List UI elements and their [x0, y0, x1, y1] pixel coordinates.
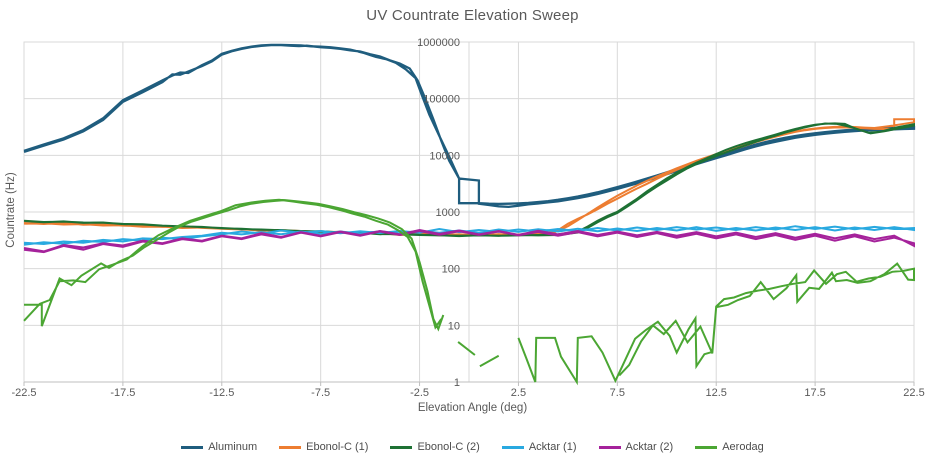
y-axis-title: Countrate (Hz) [5, 172, 17, 248]
y-tick-label: 1 [454, 377, 460, 389]
legend-swatch-aluminum [181, 445, 204, 449]
x-tick-label: -7.5 [311, 387, 330, 399]
series-aerodag-line [23, 198, 915, 386]
legend-item-aerodag: Aerodag [695, 441, 764, 453]
y-tick-label: 100000 [423, 94, 460, 106]
series-aluminum-line [23, 43, 916, 209]
legend-swatch-ebonol-c-1 [279, 445, 302, 449]
chart-title: UV Countrate Elevation Sweep [366, 7, 579, 24]
legend-label-acktar-1: Acktar (1) [528, 441, 577, 453]
x-tick-label: -12.5 [209, 387, 234, 399]
legend-swatch-aerodag [695, 445, 718, 449]
legend-label-aluminum: Aluminum [208, 441, 258, 453]
legend-label-ebonol-c-2: Ebonol-C (2) [417, 441, 480, 453]
plot-area: 1 10 100 1000 10000 100000 1000000 -22.5 -17.5 -1… [11, 37, 924, 399]
legend-label-acktar-2: Acktar (2) [625, 441, 674, 453]
legend-item-acktar-1: Acktar (1) [501, 441, 577, 453]
legend-item-acktar-2: Acktar (2) [598, 441, 674, 453]
x-tick-label: 2.5 [511, 387, 526, 399]
series-ebonol-c-2-line [23, 122, 915, 238]
x-tick-label: 17.5 [804, 387, 825, 399]
legend-item-ebonol-c-2: Ebonol-C (2) [390, 441, 480, 453]
legend: Aluminum Ebonol-C (1) Ebonol-C (2) Acktar (… [0, 441, 945, 453]
x-tick-label: 22.5 [903, 387, 924, 399]
y-tick-label: 10000 [429, 150, 460, 162]
legend-item-aluminum: Aluminum [181, 441, 257, 453]
legend-swatch-acktar-2 [598, 445, 621, 449]
legend-label-aerodag: Aerodag [722, 441, 764, 453]
x-tick-label: -22.5 [11, 387, 36, 399]
x-axis-title: Elevation Angle (deg) [417, 402, 528, 414]
y-tick-label: 100 [442, 264, 460, 276]
x-tick-label: -2.5 [410, 387, 429, 399]
y-tick-label: 1000 [436, 207, 460, 219]
x-tick-label: 7.5 [610, 387, 625, 399]
series-acktar-2-line [23, 228, 915, 254]
legend-swatch-acktar-1 [501, 445, 524, 449]
x-tick-label: 12.5 [706, 387, 727, 399]
legend-swatch-ebonol-c-2 [390, 445, 413, 449]
x-tick-label: -17.5 [110, 387, 135, 399]
y-tick-label: 10 [448, 320, 460, 332]
series-acktar-1-line [23, 225, 915, 246]
legend-label-ebonol-c-1: Ebonol-C (1) [306, 441, 369, 453]
legend-item-ebonol-c-1: Ebonol-C (1) [279, 441, 368, 453]
y-tick-label: 1000000 [417, 37, 460, 49]
